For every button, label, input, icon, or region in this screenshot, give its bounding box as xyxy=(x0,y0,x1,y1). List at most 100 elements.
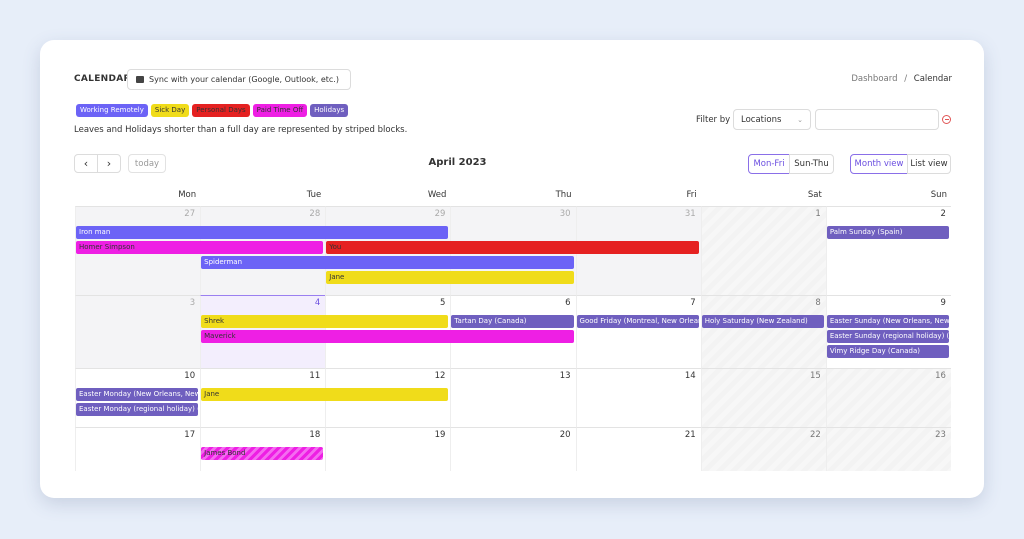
day-cell[interactable]: 7 xyxy=(575,295,701,368)
legend-item: Working Remotely xyxy=(76,104,148,117)
weekday-label: Mon xyxy=(178,190,197,200)
day-cell[interactable]: 13 xyxy=(450,368,576,427)
breadcrumb-dashboard-link[interactable]: Dashboard xyxy=(851,74,898,84)
event-bar[interactable]: Easter Sunday (New Orleans, New Zealand) xyxy=(826,315,949,328)
day-number: 11 xyxy=(309,371,321,381)
sun-thu-toggle[interactable]: Sun-Thu xyxy=(789,154,834,174)
day-number: 4 xyxy=(314,298,321,308)
event-bar[interactable]: Easter Monday (New Orleans, New Zealand) xyxy=(76,388,199,401)
event-type-legend: Working Remotely Sick Day Personal Days Pai… xyxy=(76,104,349,117)
day-number: 5 xyxy=(439,298,446,308)
weekday-label: Thu xyxy=(555,190,572,200)
striped-blocks-note: Leaves and Holidays shorter than a full … xyxy=(74,125,408,135)
event-bar[interactable]: Iron man xyxy=(76,226,449,239)
day-number: 19 xyxy=(434,430,446,440)
day-cell[interactable]: 14 xyxy=(575,368,701,427)
day-number: 14 xyxy=(684,371,696,381)
day-cell[interactable]: 20 xyxy=(450,427,576,471)
day-cell[interactable]: 17 xyxy=(75,427,201,471)
legend-item: Personal Days xyxy=(192,104,250,117)
location-filter-input[interactable] xyxy=(815,109,939,130)
event-bar[interactable]: You xyxy=(326,241,699,254)
event-bar[interactable]: Jane xyxy=(326,271,574,284)
day-number: 8 xyxy=(815,298,821,308)
calendar-card: CALENDAR Sync with your calendar (Google… xyxy=(40,40,984,498)
day-number: 6 xyxy=(565,298,571,308)
day-cell[interactable]: 9 xyxy=(825,295,951,368)
day-cell[interactable]: 18 xyxy=(200,427,326,471)
event-bar[interactable]: Shrek xyxy=(201,315,449,328)
next-month-button[interactable]: › xyxy=(97,154,121,173)
event-bar[interactable]: Jane xyxy=(201,388,449,401)
breadcrumb: Dashboard / Calendar xyxy=(851,74,952,84)
day-cell[interactable]: 23 xyxy=(825,427,951,471)
filter-label: Filter by xyxy=(696,115,731,125)
day-cell[interactable]: 16 xyxy=(825,368,951,427)
today-button[interactable]: today xyxy=(128,154,166,173)
day-number: 29 xyxy=(434,209,446,219)
day-cell[interactable]: 3 xyxy=(75,295,201,368)
day-cell[interactable]: 8 xyxy=(700,295,826,368)
day-number: 16 xyxy=(935,371,946,381)
mon-fri-toggle[interactable]: Mon-Fri xyxy=(748,154,790,174)
day-number: 3 xyxy=(189,298,196,308)
event-bar[interactable]: James Bond xyxy=(201,447,324,460)
day-number: 31 xyxy=(684,209,696,219)
day-cell[interactable]: 22 xyxy=(700,427,826,471)
locations-select-value: Locations xyxy=(741,114,782,125)
day-number: 27 xyxy=(184,209,196,219)
day-cell[interactable]: 10 xyxy=(75,368,201,427)
month-grid: 27 28 29 30 31 1 2 3 4 5 6 7 8 9 10 11 12 13 14 15 16 17 18 19 2… xyxy=(75,206,951,471)
day-number: 18 xyxy=(309,430,321,440)
legend-item: Sick Day xyxy=(150,104,190,117)
page-title: CALENDAR xyxy=(74,74,131,84)
calendar-icon xyxy=(136,76,144,83)
event-bar[interactable]: Good Friday (Montreal, New Orleans) xyxy=(576,315,699,328)
day-number: 12 xyxy=(434,371,446,381)
list-view-toggle[interactable]: List view xyxy=(907,154,951,174)
day-number: 2 xyxy=(940,209,946,219)
day-number: 9 xyxy=(940,298,946,308)
event-bar[interactable]: Holy Saturday (New Zealand) xyxy=(701,315,824,328)
event-bar[interactable]: Palm Sunday (Spain) xyxy=(826,226,949,239)
day-cell[interactable]: 2 xyxy=(825,206,951,295)
locations-select[interactable]: Locations ⌄ xyxy=(733,109,811,130)
day-number: 1 xyxy=(815,209,821,219)
weekday-label: Sat xyxy=(807,190,822,200)
day-number: 30 xyxy=(559,209,571,219)
day-number: 21 xyxy=(684,430,696,440)
day-cell[interactable]: 15 xyxy=(700,368,826,427)
event-bar[interactable]: Homer Simpson xyxy=(76,241,324,254)
event-bar[interactable]: Tartan Day (Canada) xyxy=(451,315,574,328)
day-number: 22 xyxy=(809,430,821,440)
weekday-label: Sun xyxy=(930,190,947,200)
event-bar[interactable]: Easter Sunday (regional holiday) (Canada… xyxy=(826,330,949,343)
day-number: 13 xyxy=(559,371,571,381)
chevron-down-icon: ⌄ xyxy=(797,115,803,124)
sync-calendar-label: Sync with your calendar (Google, Outlook… xyxy=(149,75,339,84)
legend-item: Holidays xyxy=(310,104,349,117)
day-cell[interactable]: 11 xyxy=(200,368,326,427)
event-bar[interactable]: Maverick xyxy=(201,330,574,343)
weekday-label: Tue xyxy=(306,190,322,200)
breadcrumb-current: Calendar xyxy=(913,74,952,84)
day-cell[interactable]: 1 xyxy=(700,206,826,295)
day-number: 10 xyxy=(184,371,196,381)
day-cell[interactable]: 19 xyxy=(325,427,451,471)
day-number: 20 xyxy=(559,430,571,440)
event-bar[interactable]: Easter Monday (regional holiday) (Canada… xyxy=(76,403,199,416)
weekday-label: Wed xyxy=(427,190,447,200)
day-number: 23 xyxy=(935,430,946,440)
day-number: 28 xyxy=(309,209,321,219)
breadcrumb-separator: / xyxy=(904,74,908,84)
day-cell[interactable]: 21 xyxy=(575,427,701,471)
legend-item: Paid Time Off xyxy=(252,104,308,117)
month-title: April 2023 xyxy=(428,157,487,168)
sync-calendar-button[interactable]: Sync with your calendar (Google, Outlook… xyxy=(127,69,351,90)
event-bar[interactable]: Vimy Ridge Day (Canada) xyxy=(826,345,949,358)
weekday-label: Fri xyxy=(686,190,697,200)
prev-month-button[interactable]: ‹ xyxy=(74,154,98,173)
event-bar[interactable]: Spiderman xyxy=(201,256,574,269)
clear-filter-icon[interactable] xyxy=(942,115,951,124)
month-view-toggle[interactable]: Month view xyxy=(850,154,908,174)
